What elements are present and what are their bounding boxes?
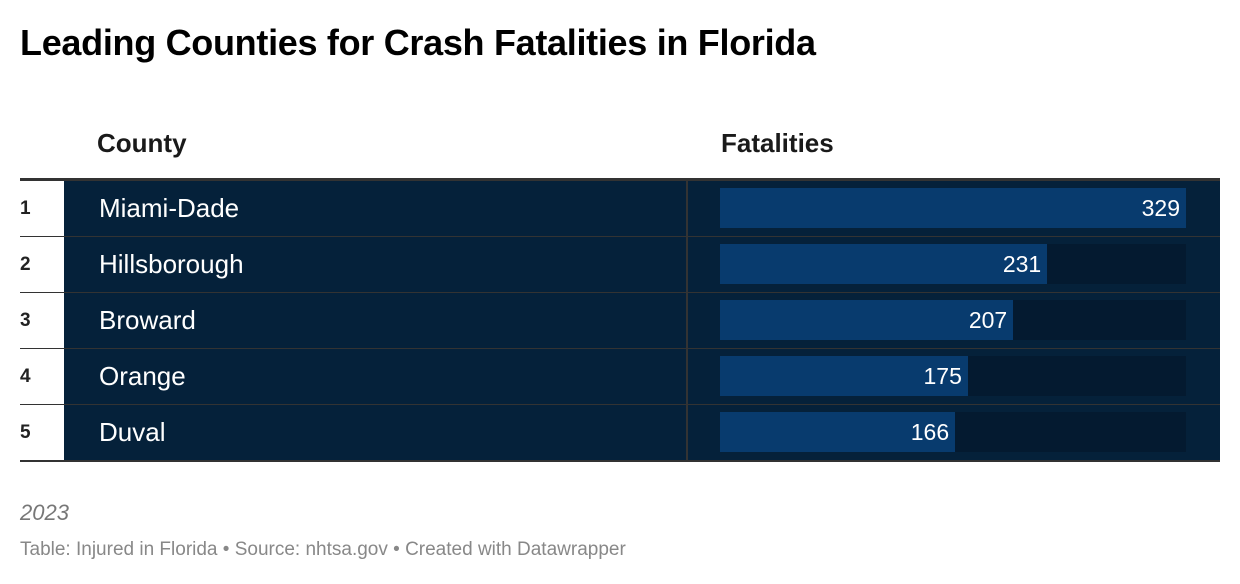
data-table: 1 Miami-Dade 329 2 Hillsborough 231 3 Brow… bbox=[20, 178, 1220, 462]
bar-value-label: 207 bbox=[968, 307, 1008, 333]
fatalities-cell: 329 bbox=[688, 181, 1220, 236]
table-row: 4 Orange 175 bbox=[20, 349, 1220, 405]
county-cell: Orange bbox=[64, 349, 688, 404]
bar-value-label: 231 bbox=[1002, 251, 1042, 277]
fatalities-cell: 207 bbox=[688, 293, 1220, 348]
bar-track: 329 bbox=[720, 188, 1186, 228]
table-row: 1 Miami-Dade 329 bbox=[20, 181, 1220, 237]
table-notes: 2023 bbox=[20, 500, 69, 525]
fatalities-bar: 207 bbox=[720, 300, 1014, 340]
column-header-fatalities[interactable]: Fatalities bbox=[721, 128, 834, 158]
county-cell: Broward bbox=[64, 293, 688, 348]
fatalities-bar: 166 bbox=[720, 412, 956, 452]
table-row: 2 Hillsborough 231 bbox=[20, 237, 1220, 293]
rank-cell: 1 bbox=[20, 181, 64, 236]
rank-cell: 2 bbox=[20, 237, 64, 292]
fatalities-bar: 329 bbox=[720, 188, 1186, 228]
rank-cell: 5 bbox=[20, 405, 64, 460]
bar-track: 166 bbox=[720, 412, 1186, 452]
table-row: 3 Broward 207 bbox=[20, 293, 1220, 349]
fatalities-bar: 175 bbox=[720, 356, 968, 396]
bar-track: 231 bbox=[720, 244, 1186, 284]
table-row: 5 Duval 166 bbox=[20, 405, 1220, 462]
source-line: Table: Injured in Florida • Source: nhts… bbox=[20, 539, 626, 560]
fatalities-cell: 175 bbox=[688, 349, 1220, 404]
county-cell: Duval bbox=[64, 405, 688, 460]
bar-value-label: 329 bbox=[1141, 195, 1180, 221]
rank-cell: 3 bbox=[20, 293, 64, 348]
column-header-county[interactable]: County bbox=[97, 128, 187, 158]
county-cell: Hillsborough bbox=[64, 237, 688, 292]
fatalities-cell: 166 bbox=[688, 405, 1220, 460]
rank-cell: 4 bbox=[20, 349, 64, 404]
bar-track: 207 bbox=[720, 300, 1186, 340]
bar-value-label: 166 bbox=[910, 419, 950, 445]
fatalities-bar: 231 bbox=[720, 244, 1048, 284]
chart-title: Leading Counties for Crash Fatalities in… bbox=[20, 22, 816, 63]
fatalities-cell: 231 bbox=[688, 237, 1220, 292]
bar-track: 175 bbox=[720, 356, 1186, 396]
bar-value-label: 175 bbox=[923, 363, 962, 389]
county-cell: Miami-Dade bbox=[64, 181, 688, 236]
